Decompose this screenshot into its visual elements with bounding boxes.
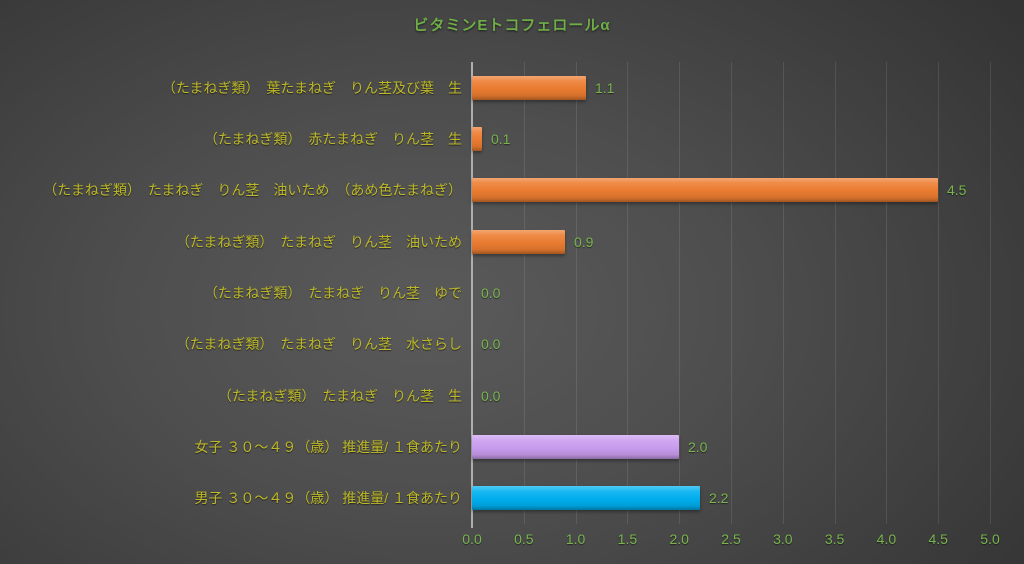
gridline — [782, 62, 784, 524]
value-label: 0.0 — [481, 388, 501, 404]
value-label: 4.5 — [947, 182, 967, 198]
value-label: 0.0 — [481, 336, 501, 352]
category-label: 女子 ３０～４９（歳） 推進量/ １食あたり — [194, 439, 462, 455]
value-label: 0.1 — [491, 131, 511, 147]
category-label: （たまねぎ類） たまねぎ りん茎 水さらし — [175, 336, 462, 352]
x-tick-label: 5.0 — [980, 531, 1000, 547]
value-label: 1.1 — [595, 80, 615, 96]
gridline — [627, 62, 629, 524]
gridline — [886, 62, 888, 524]
x-tick-label: 0.5 — [514, 531, 534, 547]
value-label: 2.0 — [688, 439, 708, 455]
y-axis-line — [471, 62, 473, 528]
x-tick-label: 1.5 — [617, 531, 638, 547]
category-label: 男子 ３０～４９（歳） 推進量/ １食あたり — [194, 490, 462, 506]
category-label: （たまねぎ類） 赤たまねぎ りん茎 生 — [203, 131, 462, 147]
gridline — [938, 62, 940, 524]
bar — [472, 230, 565, 254]
chart-title: ビタミンEトコフェロールα — [413, 17, 611, 34]
x-tick-label: 3.5 — [824, 531, 845, 547]
category-label: （たまねぎ類） たまねぎ りん茎 油いため — [175, 234, 462, 250]
category-label: （たまねぎ類） たまねぎ りん茎 ゆで — [203, 285, 462, 301]
gridline — [523, 62, 525, 524]
value-label: 0.9 — [574, 234, 594, 250]
bar — [472, 76, 586, 100]
x-tick-label: 2.0 — [669, 531, 689, 547]
bar — [472, 178, 938, 202]
category-label: （たまねぎ類） たまねぎ りん茎 油いため （あめ色たまねぎ） — [43, 182, 462, 198]
x-tick-label: 0.0 — [462, 531, 482, 547]
gridline — [834, 62, 836, 524]
x-tick-label: 1.0 — [565, 531, 586, 547]
gridline — [575, 62, 577, 524]
x-tick-label: 3.0 — [773, 531, 793, 547]
bar — [472, 486, 700, 510]
bar — [472, 435, 679, 459]
bar — [472, 127, 482, 151]
gridline — [990, 62, 991, 524]
value-label: 2.2 — [709, 490, 729, 506]
category-label: （たまねぎ類） 葉たまねぎ りん茎及び葉 生 — [161, 80, 462, 96]
gridline — [731, 62, 732, 524]
x-tick-label: 2.5 — [721, 531, 741, 547]
gridline — [679, 62, 681, 524]
x-tick-label: 4.5 — [928, 531, 948, 547]
x-tick-label: 4.0 — [876, 531, 897, 547]
value-label: 0.0 — [481, 285, 501, 301]
category-label: （たまねぎ類） たまねぎ りん茎 生 — [217, 388, 462, 404]
